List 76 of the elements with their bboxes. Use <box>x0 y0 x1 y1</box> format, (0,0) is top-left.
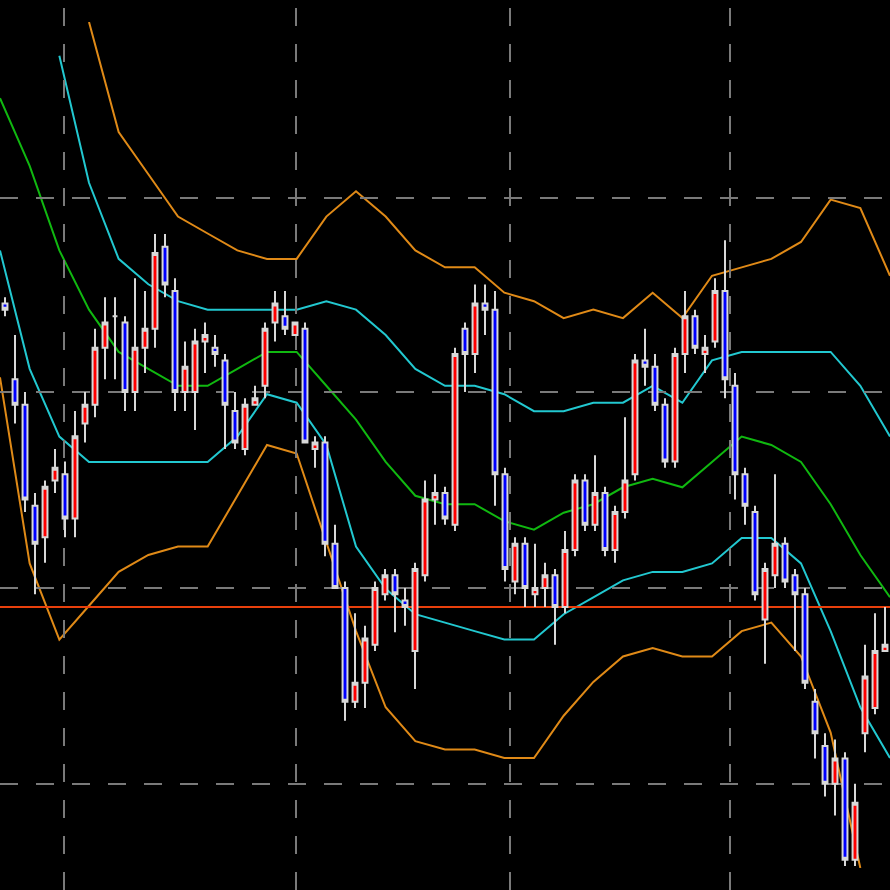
candlestick <box>71 409 79 539</box>
candlestick <box>581 473 589 533</box>
candlestick <box>231 391 239 450</box>
candlestick <box>691 308 699 356</box>
candlestick <box>521 536 529 608</box>
candlestick <box>271 289 279 343</box>
candlestick <box>191 327 199 431</box>
candlestick <box>861 643 869 754</box>
candlestick <box>331 523 339 589</box>
candlestick <box>661 397 669 469</box>
candlestick <box>811 688 819 760</box>
candlestick <box>91 327 99 419</box>
candlestick <box>821 732 829 798</box>
candlestick <box>441 485 449 526</box>
candlestick <box>41 479 49 564</box>
candlestick <box>531 542 539 608</box>
candlestick <box>621 416 629 520</box>
candlestick <box>351 612 359 709</box>
candlestick <box>471 283 479 375</box>
candlestick <box>221 353 229 450</box>
candlestick <box>721 239 729 400</box>
candlestick <box>871 612 879 716</box>
candlestick <box>881 605 889 653</box>
candlestick <box>561 530 569 615</box>
candlestick <box>651 353 659 412</box>
candlestick <box>641 327 649 387</box>
candlestick <box>831 738 839 817</box>
candlestick <box>401 586 409 627</box>
candlestick <box>591 454 599 533</box>
candlestick <box>61 460 69 539</box>
candlestick <box>541 561 549 608</box>
candlestick <box>431 473 439 526</box>
candlestick <box>511 536 519 596</box>
candlestick <box>491 289 499 507</box>
candlestick <box>741 466 749 526</box>
candlestick <box>731 372 739 501</box>
candlestick <box>181 340 189 412</box>
candlestick <box>551 567 559 646</box>
candlestick <box>211 334 219 368</box>
candlestick <box>21 391 29 514</box>
candlestick <box>251 384 259 406</box>
candlestick <box>51 447 59 495</box>
candlestick <box>101 296 109 381</box>
candlestick <box>481 283 489 337</box>
candlestick <box>171 277 179 412</box>
candlestick <box>1 296 9 318</box>
candlestick <box>791 567 799 653</box>
candlestick <box>701 334 709 375</box>
candlestick <box>281 289 289 337</box>
candlestick <box>151 233 159 349</box>
candlestick <box>461 321 469 393</box>
candlestick <box>781 536 789 589</box>
candlestick <box>111 296 119 381</box>
candlestick <box>611 504 619 564</box>
candlestick <box>501 466 509 583</box>
candlestick <box>11 334 19 425</box>
candlestick <box>131 277 139 412</box>
candlestick <box>261 321 269 400</box>
candlestick <box>761 561 769 665</box>
candlestick <box>161 233 169 299</box>
candlestick <box>851 782 859 867</box>
candlestick <box>411 561 419 691</box>
candlestick <box>81 391 89 444</box>
candlestick <box>141 289 149 375</box>
candlestick <box>361 624 369 709</box>
candlestick <box>381 567 389 602</box>
candlestick <box>341 580 349 722</box>
candlestick <box>311 435 319 469</box>
candlestick <box>771 473 779 589</box>
candlestick <box>711 277 719 349</box>
candlestick <box>201 321 209 375</box>
candlestick <box>121 315 129 412</box>
candlestick <box>681 289 689 375</box>
candlestick <box>31 492 39 596</box>
candlestick <box>421 479 429 583</box>
candlestick <box>391 567 399 634</box>
